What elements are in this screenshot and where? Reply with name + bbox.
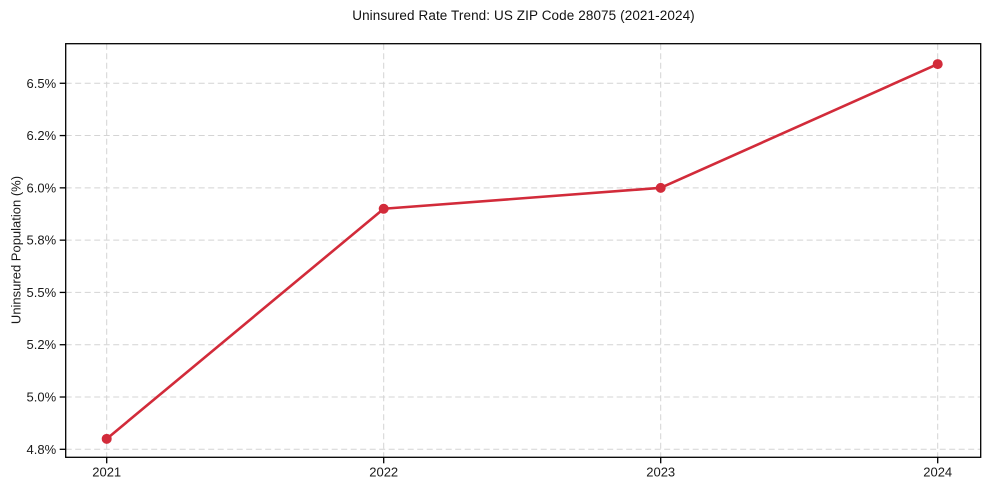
y-tick-label: 4.8% [27, 442, 57, 457]
trend-line [105, 62, 940, 441]
x-tick-label: 2024 [923, 464, 952, 479]
x-tick-label: 2022 [369, 464, 398, 479]
data-point-2023 [655, 182, 666, 193]
y-tick-label: 6.0% [27, 180, 57, 195]
y-tick-label: 6.2% [27, 128, 57, 143]
y-tick-label: 5.8% [27, 233, 57, 248]
chart-title: Uninsured Rate Trend: US ZIP Code 28075 … [352, 8, 695, 23]
x-tick-label: 2021 [92, 464, 121, 479]
plot-border [65, 43, 982, 458]
y-tick-label: 6.5% [27, 76, 57, 91]
y-tick-label: 5.5% [27, 285, 57, 300]
y-tick-label: 5.0% [27, 390, 57, 405]
data-point-2021 [101, 433, 112, 444]
y-tick-label: 5.2% [27, 337, 57, 352]
data-point-2022 [378, 203, 389, 214]
x-tick-label: 2023 [646, 464, 675, 479]
data-point-2024 [932, 59, 943, 70]
